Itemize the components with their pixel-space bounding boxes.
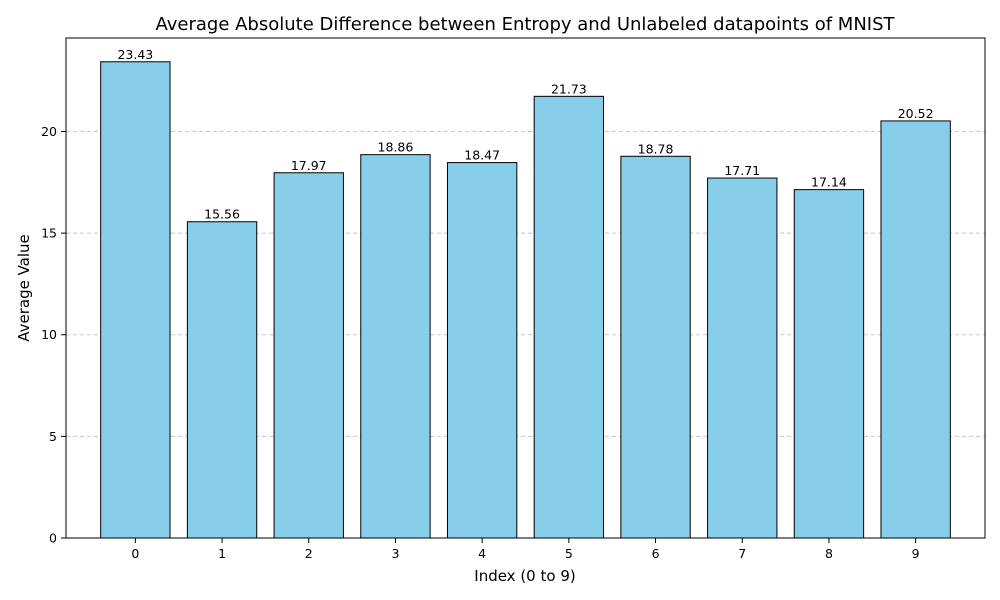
x-tick-label: 1: [218, 546, 226, 561]
x-tick-label: 9: [912, 546, 920, 561]
x-tick-label: 3: [391, 546, 399, 561]
x-tick-label: 8: [825, 546, 833, 561]
bar-6: [620, 155, 691, 539]
x-tick-label: 6: [652, 546, 660, 561]
bar-1: [186, 221, 258, 539]
bars: [100, 61, 951, 539]
bar-value-label: 17.71: [724, 163, 760, 178]
y-tick-label: 5: [49, 429, 57, 444]
bar-value-label: 18.86: [378, 140, 414, 155]
y-tick-label: 0: [49, 531, 57, 546]
bar-9: [880, 120, 951, 539]
y-tick-label: 10: [41, 327, 57, 342]
data-labels: 23.43 15.56 17.97 18.86 18.47 21.73 18.78 17.71…: [117, 47, 933, 222]
x-tick-label: 0: [131, 546, 139, 561]
x-axis-label: Index (0 to 9): [474, 567, 575, 585]
y-axis-ticks: 0 5 10 15 20: [41, 124, 66, 546]
bar-value-label: 18.47: [464, 148, 500, 163]
bar-value-label: 15.56: [204, 207, 240, 222]
bar-5: [533, 95, 605, 539]
y-axis-label: Average Value: [15, 234, 33, 342]
x-tick-label: 2: [305, 546, 313, 561]
bar-3: [360, 154, 431, 539]
bar-value-label: 20.52: [898, 106, 934, 121]
x-tick-label: 7: [738, 546, 746, 561]
x-tick-label: 4: [478, 546, 486, 561]
bar-0: [100, 61, 171, 539]
y-tick-label: 20: [41, 124, 57, 139]
bar-8: [793, 189, 865, 539]
bar-value-label: 23.43: [117, 47, 153, 62]
x-axis-ticks: 0 1 2 3 4 5 6 7 8 9: [131, 538, 920, 561]
bar-value-label: 18.78: [638, 141, 674, 156]
y-tick-label: 15: [41, 226, 57, 241]
bar-value-label: 21.73: [551, 81, 587, 96]
plot-frame: [65, 37, 986, 539]
bar-value-label: 17.97: [291, 158, 327, 173]
bar-4: [446, 162, 518, 539]
x-tick-label: 5: [565, 546, 573, 561]
chart-title: Average Absolute Difference between Entr…: [155, 14, 895, 35]
bar-2: [273, 172, 344, 539]
bar-7: [707, 177, 778, 539]
bar-value-label: 17.14: [811, 175, 847, 190]
